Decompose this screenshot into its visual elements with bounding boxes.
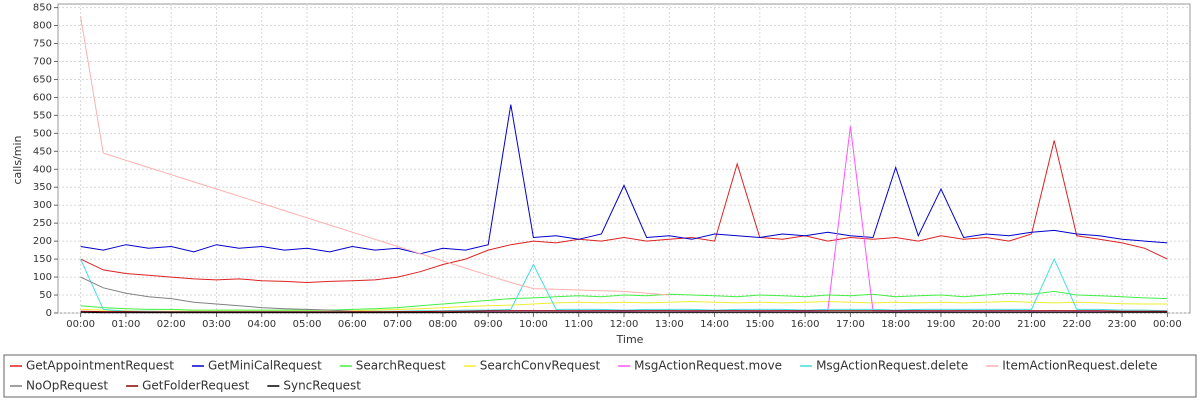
x-tick-label: 11:00 <box>564 319 593 330</box>
y-tick-label: 150 <box>33 254 52 265</box>
x-tick-label: 15:00 <box>745 319 774 330</box>
x-tick-label: 00:00 <box>1153 319 1182 330</box>
legend-label: MsgActionRequest.delete <box>816 359 968 373</box>
y-tick-label: 450 <box>33 146 52 157</box>
legend-label: GetAppointmentRequest <box>26 359 174 373</box>
series-line <box>80 310 1168 313</box>
x-tick-label: 05:00 <box>293 319 322 330</box>
y-tick-label: 600 <box>33 92 52 103</box>
y-tick-label: 850 <box>33 3 52 14</box>
x-tick-label: 04:00 <box>247 319 276 330</box>
series-line <box>80 290 1168 311</box>
legend-label: ItemActionRequest.delete <box>1002 359 1157 373</box>
x-tick-label: 13:00 <box>655 319 684 330</box>
x-tick-label: 10:00 <box>519 319 548 330</box>
x-tick-label: 22:00 <box>1062 319 1091 330</box>
y-tick-label: 50 <box>39 290 52 301</box>
y-tick-label: 300 <box>33 200 52 211</box>
x-tick-label: 01:00 <box>112 319 141 330</box>
legend-label: SearchConvRequest <box>480 359 601 373</box>
x-tick-label: 07:00 <box>383 319 412 330</box>
legend-label: GetFolderRequest <box>142 379 250 393</box>
x-tick-label: 02:00 <box>157 319 186 330</box>
x-tick-label: 08:00 <box>428 319 457 330</box>
x-tick-label: 19:00 <box>927 319 956 330</box>
y-tick-label: 700 <box>33 56 52 67</box>
y-tick-label: 400 <box>33 164 52 175</box>
plot-area <box>57 3 1191 314</box>
x-tick-label: 00:00 <box>66 319 95 330</box>
y-axis-label: calls/min <box>11 135 24 184</box>
y-tick-label: 200 <box>33 236 52 247</box>
y-tick-label: 350 <box>33 182 52 193</box>
series-line <box>80 104 1168 255</box>
x-tick-label: 06:00 <box>338 319 367 330</box>
y-tick-label: 500 <box>33 128 52 139</box>
legend-label: SearchRequest <box>356 359 446 373</box>
y-tick-label: 550 <box>33 110 52 121</box>
legend-label: NoOpRequest <box>26 379 108 393</box>
x-tick-label: 23:00 <box>1108 319 1137 330</box>
y-tick-label: 250 <box>33 218 52 229</box>
series-line <box>80 16 670 296</box>
x-tick-label: 12:00 <box>610 319 639 330</box>
y-tick-label: 100 <box>33 272 52 283</box>
series-line <box>80 140 1168 284</box>
y-tick-label: 750 <box>33 39 52 50</box>
x-tick-label: 16:00 <box>791 319 820 330</box>
x-tick-label: 14:00 <box>700 319 729 330</box>
x-tick-label: 18:00 <box>881 319 910 330</box>
legend-label: MsgActionRequest.move <box>634 359 782 373</box>
y-tick-label: 0 <box>46 308 52 319</box>
legend-label: GetMiniCalRequest <box>208 359 322 373</box>
x-tick-label: 09:00 <box>474 319 503 330</box>
x-tick-label: 17:00 <box>836 319 865 330</box>
x-axis-label: Time <box>616 333 644 346</box>
y-tick-label: 650 <box>33 74 52 85</box>
x-tick-label: 03:00 <box>202 319 231 330</box>
legend-label: SyncRequest <box>283 379 361 393</box>
x-tick-label: 21:00 <box>1017 319 1046 330</box>
legend-box <box>3 354 1197 398</box>
x-tick-label: 20:00 <box>972 319 1001 330</box>
y-tick-label: 800 <box>33 21 52 32</box>
